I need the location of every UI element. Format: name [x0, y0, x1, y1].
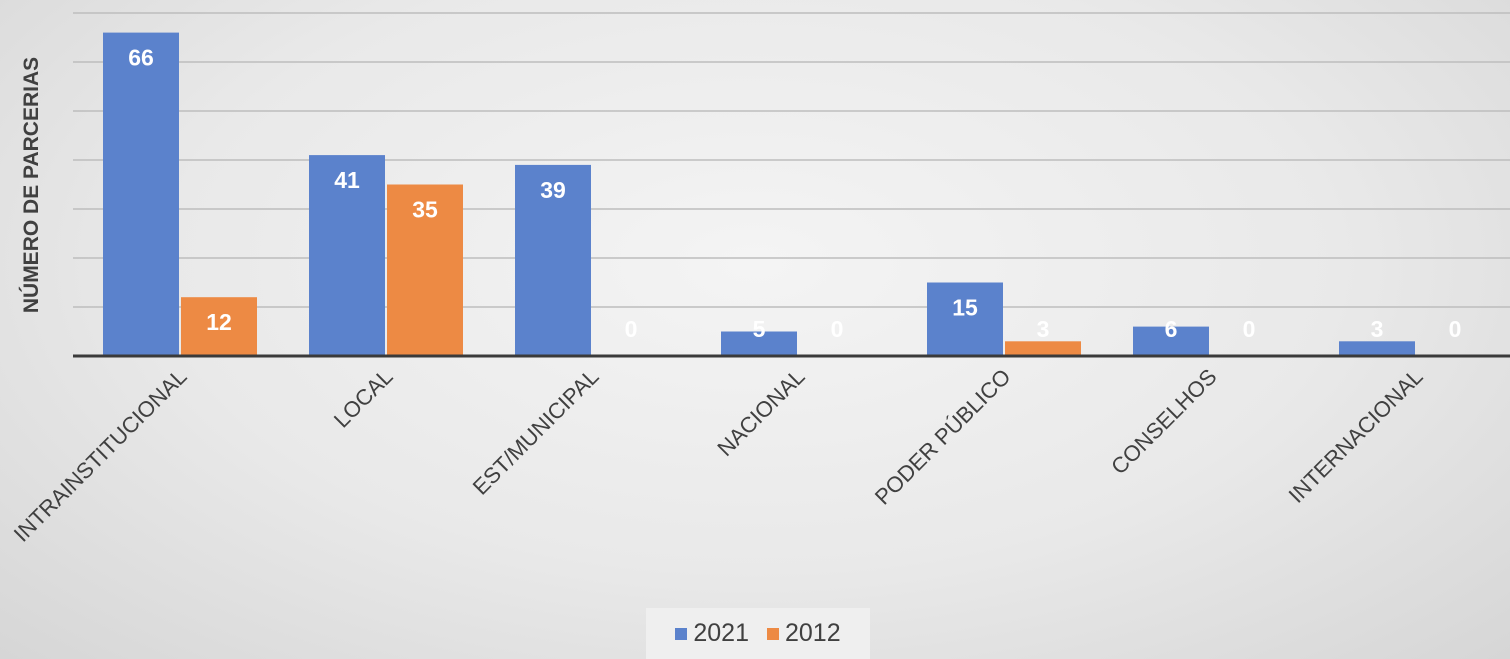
data-label: 5 — [753, 316, 766, 342]
bar-2012 — [181, 297, 257, 356]
bar-chart: 66 12 41 35 39 0 5 0 15 3 6 0 3 0 INTRAINSTITUCIONAL L… — [9, 12, 1510, 547]
legend-label: 2021 — [693, 619, 749, 647]
gridlines — [73, 12, 1510, 308]
legend-swatch — [675, 627, 688, 640]
legend: 2021 2012 — [646, 608, 870, 659]
bar-2021 — [927, 282, 1003, 356]
bar-2021 — [515, 164, 591, 356]
data-label: 0 — [625, 316, 638, 342]
data-label: 66 — [128, 45, 154, 71]
data-label: 3 — [1371, 316, 1384, 342]
bar-2021 — [1339, 341, 1415, 356]
x-tick-labels: INTRAINSTITUCIONAL LOCAL EST/MUNICIPAL NACI… — [9, 364, 1428, 547]
bar-2021 — [309, 155, 385, 356]
x-tick-label: INTERNACIONAL — [1284, 364, 1428, 508]
x-tick-label: LOCAL — [329, 364, 398, 433]
data-label: 15 — [952, 295, 978, 321]
data-label: 41 — [334, 167, 360, 193]
x-tick-label: CONSELHOS — [1106, 364, 1221, 479]
x-tick-label: EST/MUNICIPAL — [468, 364, 604, 500]
bar-2012 — [1005, 341, 1081, 356]
data-label: 0 — [831, 316, 844, 342]
legend-item-series-1: 2021 — [675, 619, 749, 648]
bars — [103, 32, 1415, 356]
data-labels: 66 12 41 35 39 0 5 0 15 3 6 0 3 0 — [128, 45, 1461, 342]
data-label: 0 — [1243, 316, 1256, 342]
data-label: 6 — [1165, 316, 1178, 342]
legend-item-series-2: 2012 — [767, 619, 841, 648]
bar-2021 — [721, 331, 797, 356]
x-tick-label: PODER PÚBLICO — [870, 364, 1016, 510]
data-label: 0 — [1449, 316, 1462, 342]
bar-2012 — [387, 184, 463, 356]
data-label: 39 — [540, 177, 566, 203]
data-label: 35 — [412, 197, 438, 223]
data-label: 12 — [206, 309, 232, 335]
legend-label: 2012 — [785, 619, 841, 647]
x-tick-label: NACIONAL — [712, 364, 809, 461]
data-label: 3 — [1037, 316, 1050, 342]
bar-2021 — [1133, 326, 1209, 356]
x-tick-label: INTRAINSTITUCIONAL — [9, 364, 192, 547]
legend-swatch — [767, 627, 779, 640]
bar-2021 — [103, 32, 179, 356]
y-axis-label: NÚMERO DE PARCERIAS — [19, 57, 43, 313]
